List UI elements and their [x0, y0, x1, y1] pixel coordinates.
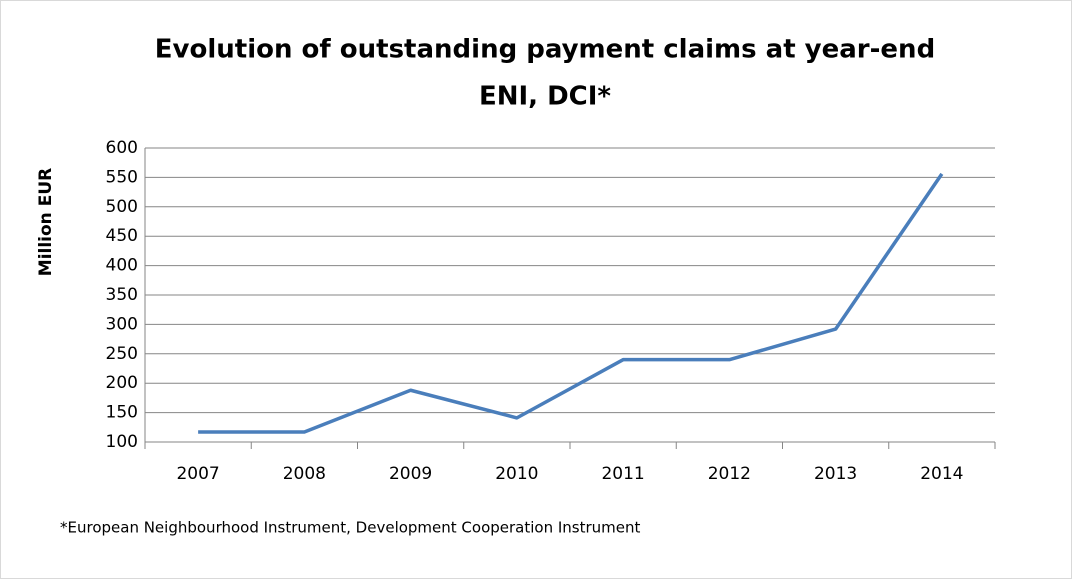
x-tick-label: 2010	[495, 464, 538, 484]
y-tick-label: 550	[106, 167, 138, 187]
y-tick-label: 600	[106, 138, 138, 158]
x-tick-label: 2008	[283, 464, 326, 484]
footnote: *European Neighbourhood Instrument, Deve…	[60, 519, 641, 537]
x-tick-label: 2012	[708, 464, 751, 484]
x-tick-label: 2011	[601, 464, 644, 484]
chart-subtitle: ENI, DCI*	[479, 82, 611, 112]
data-line	[198, 172, 944, 434]
y-tick-label: 500	[106, 197, 138, 217]
y-tick-label: 300	[106, 314, 138, 334]
x-tick-label: 2014	[920, 464, 963, 484]
y-tick-label: 250	[106, 344, 138, 364]
y-tick-label: 450	[106, 226, 138, 246]
x-tick-label: 2007	[176, 464, 219, 484]
chart-title: Evolution of outstanding payment claims …	[155, 35, 935, 65]
x-tick-label: 2009	[389, 464, 432, 484]
y-tick-label: 400	[106, 256, 138, 276]
y-axis-label: Million EUR	[36, 168, 56, 276]
y-tick-label: 350	[106, 285, 138, 305]
x-tick-label: 2013	[814, 464, 857, 484]
y-tick-label: 150	[106, 403, 138, 423]
y-tick-label: 200	[106, 373, 138, 393]
y-tick-label: 100	[106, 432, 138, 452]
